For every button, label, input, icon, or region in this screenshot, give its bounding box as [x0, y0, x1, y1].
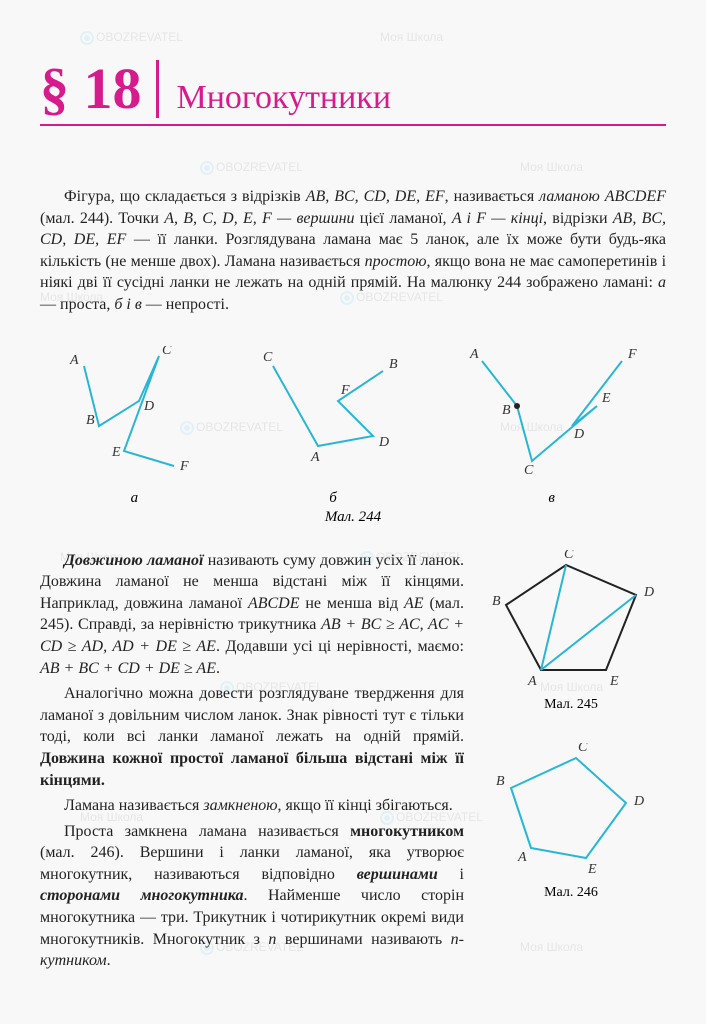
svg-text:C: C	[162, 346, 172, 358]
svg-text:E: E	[601, 391, 611, 406]
section-header: § 18 Многокутники	[40, 60, 666, 126]
figure-244-row: A B D C E F C A D F B A B C E D F	[40, 346, 666, 486]
svg-text:D: D	[573, 427, 584, 442]
svg-text:A: A	[469, 347, 479, 362]
figure-244-caption: Мал. 244	[40, 509, 666, 526]
svg-text:C: C	[564, 550, 574, 562]
svg-text:A: A	[527, 674, 537, 689]
svg-text:B: B	[389, 357, 398, 372]
svg-text:A: A	[310, 450, 320, 465]
svg-text:E: E	[587, 862, 597, 877]
svg-text:D: D	[378, 435, 389, 450]
svg-text:F: F	[179, 459, 189, 474]
svg-text:B: B	[496, 774, 505, 789]
figure-244b: C A D F B	[253, 346, 413, 486]
section-title: Многокутники	[177, 79, 392, 117]
svg-text:D: D	[643, 585, 654, 600]
svg-text:B: B	[86, 413, 95, 428]
svg-text:B: B	[492, 594, 501, 609]
figure-246: A B C D E	[486, 743, 656, 883]
text-column: Довжиною ламаної називають суму довжин у…	[40, 550, 464, 976]
svg-text:C: C	[578, 743, 588, 755]
svg-text:D: D	[143, 399, 154, 414]
section-number: § 18	[40, 60, 159, 118]
figure-245: A B C D E	[486, 550, 656, 695]
svg-text:A: A	[69, 353, 79, 368]
svg-text:D: D	[633, 794, 644, 809]
svg-text:C: C	[524, 463, 534, 478]
textbook-page: § 18 Многокутники Фігура, що складається…	[0, 0, 706, 1006]
figure-245-caption: Мал. 245	[476, 697, 666, 713]
figure-244-sublabels: а б в	[40, 490, 666, 507]
figure-246-caption: Мал. 246	[476, 885, 666, 901]
svg-text:C: C	[263, 350, 273, 365]
svg-text:B: B	[502, 403, 511, 418]
svg-text:E: E	[609, 674, 619, 689]
svg-text:A: A	[517, 850, 527, 865]
svg-text:F: F	[627, 347, 637, 362]
figure-244a: A B D C E F	[64, 346, 204, 486]
svg-text:F: F	[340, 383, 350, 398]
figure-244c: A B C E D F	[462, 346, 642, 486]
svg-text:E: E	[111, 445, 121, 460]
paragraph-1: Фігура, що складається з відрізків AB, B…	[40, 186, 666, 316]
figure-column: A B C D E Мал. 245 A B C D E Мал. 246	[476, 550, 666, 976]
